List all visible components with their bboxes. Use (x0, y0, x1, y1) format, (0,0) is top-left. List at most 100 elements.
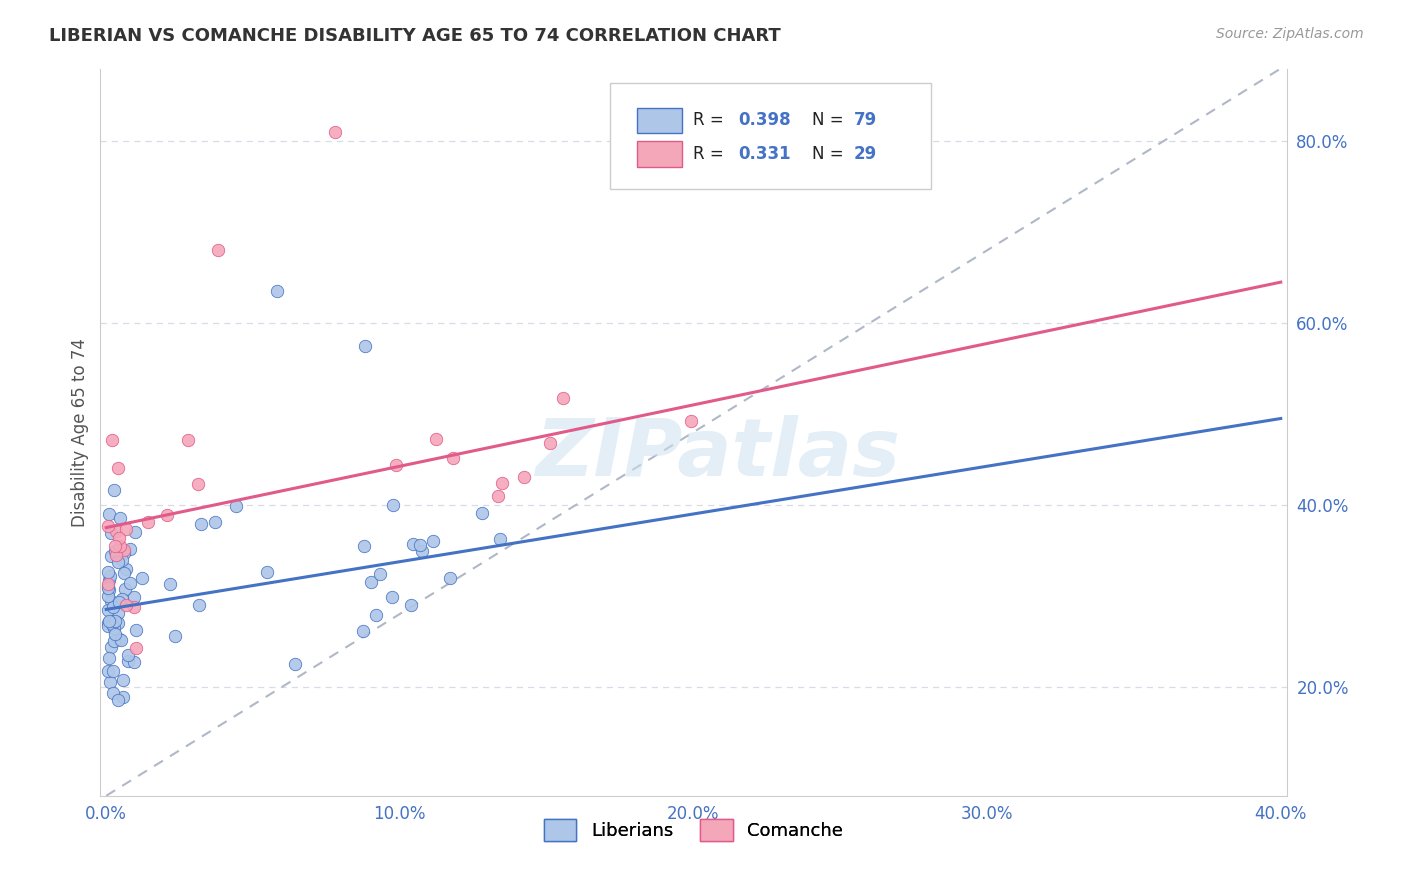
Point (256, 565, 278, 579)
Point (190, 516, 212, 531)
Point (553, 391, 575, 405)
Point (98, 507, 121, 521)
Point (104, 540, 127, 554)
Point (118, 541, 141, 556)
Point (100, 616, 122, 631)
Point (98, 573, 121, 587)
Point (538, 435, 561, 450)
Point (112, 546, 135, 560)
Point (97, 603, 120, 617)
Point (425, 433, 447, 447)
Point (104, 544, 127, 558)
Point (108, 539, 131, 553)
Point (491, 475, 513, 490)
Text: N =: N = (813, 145, 849, 162)
Point (104, 548, 127, 562)
Point (402, 537, 425, 551)
Point (124, 590, 146, 604)
Point (111, 591, 134, 606)
Point (97, 664, 120, 678)
Point (107, 555, 129, 569)
Point (97, 614, 120, 628)
Point (125, 623, 148, 637)
Text: R =: R = (693, 145, 730, 162)
Point (100, 640, 122, 654)
Point (114, 582, 136, 596)
Point (114, 522, 136, 536)
Point (441, 450, 464, 465)
Point (156, 508, 179, 523)
Point (486, 489, 509, 503)
Point (115, 562, 138, 576)
Point (107, 595, 129, 609)
Point (381, 590, 404, 604)
Point (323, 125, 346, 139)
Point (97, 518, 120, 533)
Point (124, 656, 146, 670)
Point (207, 244, 229, 258)
Legend: Liberians, Comanche: Liberians, Comanche (537, 812, 851, 848)
Point (97, 590, 120, 604)
Point (107, 461, 129, 475)
Point (125, 640, 148, 655)
FancyBboxPatch shape (610, 83, 931, 188)
Point (360, 575, 382, 590)
Point (97, 566, 120, 580)
Text: N =: N = (813, 112, 849, 129)
Point (163, 629, 186, 643)
Point (104, 626, 127, 640)
Point (101, 599, 124, 614)
Text: 0.398: 0.398 (738, 112, 792, 129)
Point (284, 657, 307, 671)
Point (107, 692, 129, 706)
Point (111, 690, 134, 704)
Point (103, 634, 125, 648)
Point (97, 581, 120, 595)
Point (353, 539, 375, 553)
Point (176, 434, 198, 448)
Point (98, 674, 121, 689)
Point (353, 624, 375, 639)
Point (110, 633, 132, 648)
Point (100, 594, 122, 608)
Point (266, 284, 288, 298)
Y-axis label: Disability Age 65 to 74: Disability Age 65 to 74 (72, 338, 89, 526)
Point (98, 651, 121, 665)
Point (103, 621, 125, 635)
Point (409, 538, 432, 552)
Text: Source: ZipAtlas.com: Source: ZipAtlas.com (1216, 27, 1364, 41)
Text: 0.331: 0.331 (738, 145, 792, 162)
Point (439, 571, 461, 585)
Text: ZIPatlas: ZIPatlas (534, 415, 900, 493)
Point (112, 673, 135, 687)
Point (136, 515, 159, 529)
Point (187, 598, 209, 612)
Point (107, 632, 129, 646)
Point (97, 616, 120, 631)
Point (97, 576, 120, 591)
Point (399, 598, 422, 612)
Point (159, 577, 181, 591)
Text: R =: R = (693, 112, 730, 129)
Point (366, 608, 388, 623)
Text: 79: 79 (853, 112, 877, 129)
Point (368, 567, 391, 582)
Point (488, 532, 510, 546)
Point (98, 569, 121, 583)
Point (97, 582, 120, 597)
Point (117, 654, 139, 668)
Point (100, 549, 122, 564)
Point (411, 544, 433, 558)
Point (117, 648, 139, 662)
Point (97, 619, 120, 633)
Point (107, 607, 129, 621)
Point (101, 686, 124, 700)
Point (107, 615, 129, 630)
Point (103, 483, 125, 497)
Point (124, 524, 146, 539)
Point (97, 579, 120, 593)
Point (112, 566, 135, 580)
Point (471, 506, 494, 520)
Point (120, 575, 142, 590)
Point (105, 524, 128, 538)
